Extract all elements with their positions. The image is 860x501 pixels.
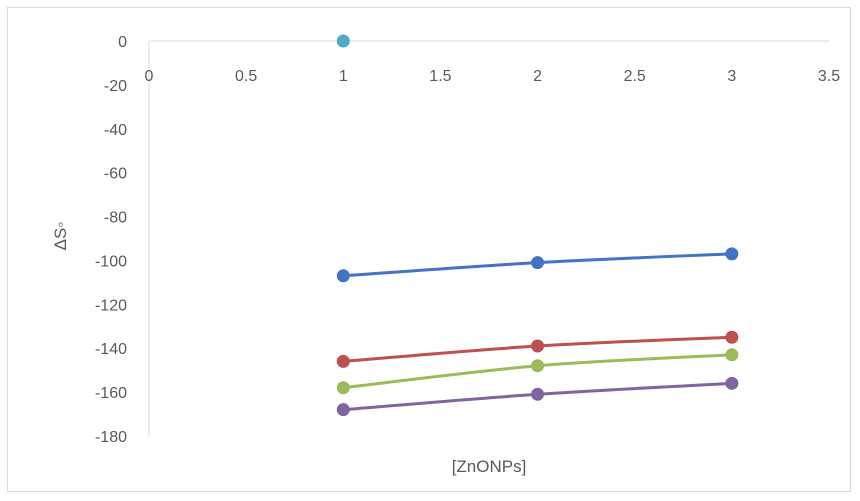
y-tick-label: -40: [104, 122, 127, 139]
series-5-point: [336, 34, 350, 48]
series-4-point: [336, 403, 350, 417]
series-3-point: [725, 348, 739, 362]
y-tick-labels: 0 -20 -40 -60 -80 -100 -120 -140 -160 -180: [95, 34, 127, 446]
y-tick-label: -100: [95, 253, 127, 270]
y-tick-label: -80: [104, 210, 127, 227]
y-tick-label: -60: [104, 166, 127, 183]
series-2-point: [336, 354, 350, 368]
x-tick-label: 1: [339, 68, 348, 85]
y-tick-label: -120: [95, 297, 127, 314]
series-layer: [336, 34, 739, 417]
x-tick-labels: 0 0.5 1 1.5 2 2.5 3 3.5: [145, 68, 841, 85]
series-1-point: [531, 256, 545, 270]
series-4-point: [725, 376, 739, 390]
y-axis-title: ΔS◦: [51, 222, 70, 251]
series-1-point: [725, 247, 739, 261]
y-tick-label: 0: [118, 34, 127, 51]
series-4-point: [531, 387, 545, 401]
x-tick-label: 0: [145, 68, 154, 85]
x-tick-label: 1.5: [429, 68, 451, 85]
series-1-point: [336, 269, 350, 283]
series-2-point: [531, 339, 545, 353]
y-tick-label: -140: [95, 341, 127, 358]
y-tick-label: -160: [95, 385, 127, 402]
chart-area: [7, 7, 851, 492]
x-tick-label: 2: [533, 68, 542, 85]
series-3-point: [336, 381, 350, 395]
y-tick-label: -20: [104, 78, 127, 95]
series-2-point: [725, 330, 739, 344]
x-tick-label: 3.5: [818, 68, 840, 85]
series-3-point: [531, 359, 545, 373]
x-tick-label: 3: [727, 68, 736, 85]
axes: [148, 40, 829, 436]
x-tick-label: 2.5: [624, 68, 646, 85]
y-tick-label: -180: [95, 429, 127, 446]
x-tick-label: 0.5: [235, 68, 257, 85]
x-axis-title: [ZnONPs]: [452, 457, 527, 476]
